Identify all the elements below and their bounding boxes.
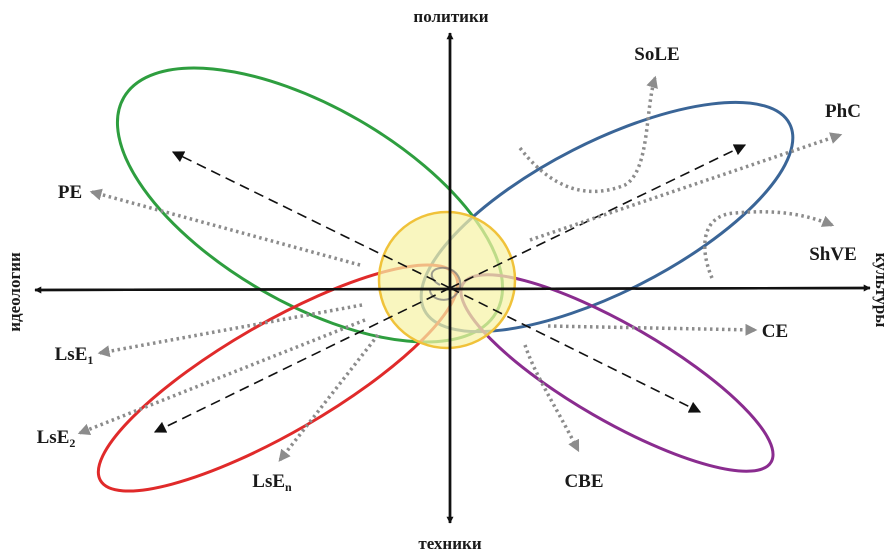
dotted-arrow-shve [703, 210, 835, 279]
dashed-arrow-upper-left [171, 151, 451, 289]
axis-label-top: политики [413, 7, 488, 26]
dotted-arrow-pe [89, 188, 361, 267]
central-circle [377, 210, 517, 350]
label-phc: PhC [825, 101, 861, 122]
dashed-arrow-upper-right [449, 144, 747, 289]
axis-label-right: культуры [872, 253, 891, 328]
label-lse1-main: LsE [55, 344, 88, 365]
label-lse1: LsE1 [55, 344, 94, 367]
center-spiral [429, 266, 462, 301]
label-lse1-sub: 1 [87, 353, 93, 367]
label-lse2: LsE2 [37, 427, 76, 450]
axis-label-bottom: техники [418, 534, 481, 553]
label-shve: ShVE [809, 244, 857, 265]
dotted-arrow-lsen [278, 333, 380, 462]
dashed-arrow-lower-right [449, 287, 702, 413]
label-lsen-sub: n [285, 480, 292, 494]
label-cbe: CBE [564, 471, 603, 492]
dotted-arrow-sole [518, 75, 658, 194]
dotted-arrow-cbe [523, 344, 580, 453]
dashed-arrow-lower-left [153, 287, 451, 433]
dotted-arrow-ce [547, 323, 758, 336]
label-lse2-main: LsE [37, 427, 70, 448]
axis-label-left: идеологии [5, 252, 24, 332]
label-sole: SoLE [634, 44, 679, 65]
dotted-arrow-lse1 [97, 303, 363, 358]
label-pe: PE [58, 182, 82, 203]
label-lsen-main: LsE [252, 471, 285, 492]
label-lsen: LsEn [252, 471, 292, 494]
dotted-arrow-phc [529, 132, 843, 242]
label-lse2-sub: 2 [69, 436, 75, 450]
label-ce: CE [762, 321, 788, 342]
